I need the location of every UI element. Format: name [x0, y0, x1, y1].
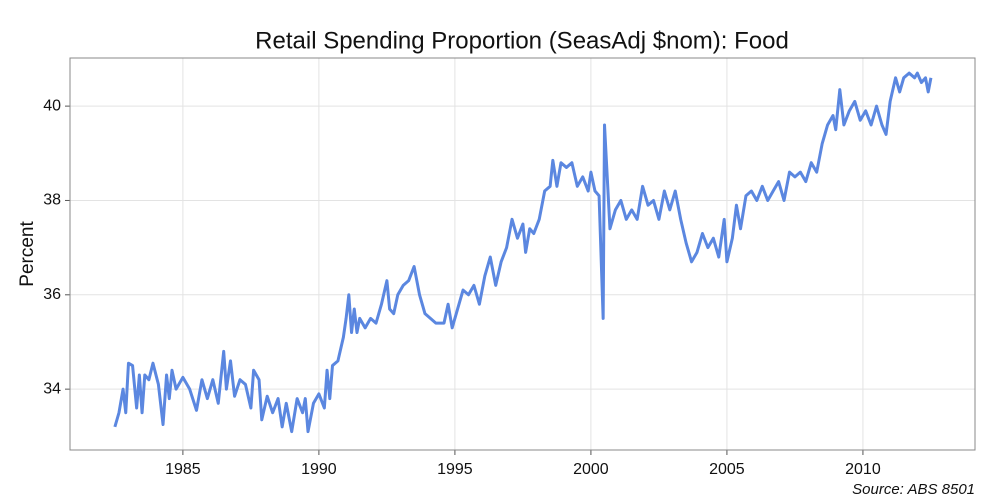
y-axis-label: Percent [17, 221, 38, 287]
x-tick-label: 2005 [709, 461, 745, 478]
y-tick-label: 34 [43, 380, 61, 397]
y-tick-label: 36 [43, 286, 61, 303]
x-tick-label: 1985 [165, 461, 201, 478]
plot-border [69, 57, 976, 451]
x-tick-label: 1990 [301, 461, 337, 478]
source-note: Source: ABS 8501 [852, 481, 975, 498]
x-tick-label: 1995 [437, 461, 473, 478]
data-line [113, 71, 933, 434]
x-tick-label: 2010 [845, 461, 881, 478]
x-tick-label: 2000 [573, 461, 609, 478]
y-tick-label: 40 [43, 97, 61, 114]
y-tick-label: 38 [43, 192, 61, 209]
chart-title: Retail Spending Proportion (SeasAdj $nom… [255, 27, 789, 54]
